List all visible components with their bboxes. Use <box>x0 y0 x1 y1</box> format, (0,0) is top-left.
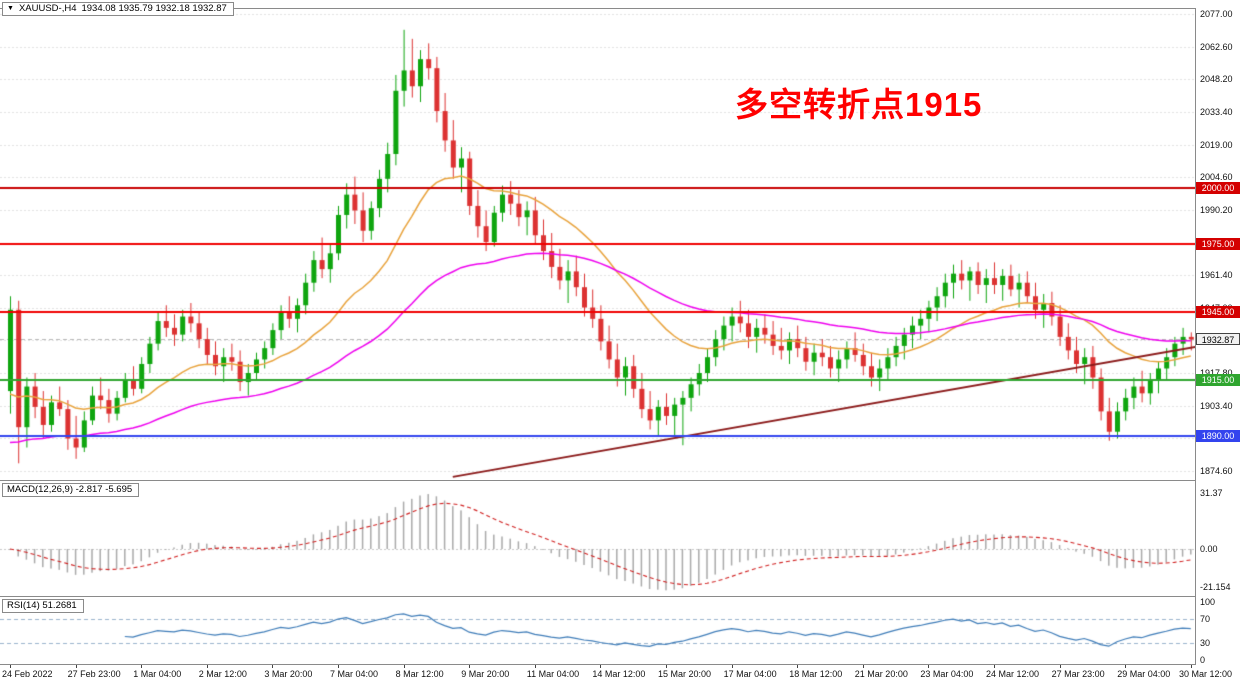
time-tick-label: 8 Mar 12:00 <box>395 669 444 679</box>
time-tick <box>272 665 273 668</box>
panel-separator[interactable] <box>0 596 1241 597</box>
time-tick <box>10 665 11 668</box>
price-tick-label: 2019.00 <box>1200 139 1233 150</box>
ohlc-values-label: 1934.08 1935.79 1932.18 1932.87 <box>81 3 227 14</box>
time-tick <box>666 665 667 668</box>
time-tick-label: 24 Feb 2022 <box>2 669 53 679</box>
chart-title[interactable]: ▼ XAUUSD-,H4 1934.08 1935.79 1932.18 193… <box>2 2 234 16</box>
price-tick-label: 2033.40 <box>1200 107 1233 118</box>
time-tick <box>338 665 339 668</box>
rsi-tick-label: 30 <box>1200 637 1211 648</box>
price-tick-label: 2077.00 <box>1200 9 1233 19</box>
panel-separator[interactable] <box>0 480 1241 481</box>
panel-separator <box>0 664 1241 665</box>
price-level-tag: 1890.00 <box>1196 430 1240 443</box>
time-tick-label: 23 Mar 04:00 <box>920 669 974 679</box>
time-tick-label: 27 Mar 23:00 <box>1051 669 1105 679</box>
price-tick-label: 1917.80 <box>1200 368 1233 378</box>
time-tick <box>1125 665 1126 668</box>
time-tick-label: 14 Mar 12:00 <box>592 669 646 679</box>
time-tick <box>141 665 142 668</box>
price-level-tag: 1915.00 <box>1196 373 1240 386</box>
price-tick-label: 1874.60 <box>1200 466 1233 476</box>
macd-label-box: MACD(12,26,9) -2.817 -5.695 <box>2 483 140 497</box>
axis-separator <box>1195 8 1196 665</box>
symbol-timeframe-label: XAUUSD-,H4 <box>18 3 77 14</box>
time-tick <box>469 665 470 668</box>
time-tick-label: 11 Mar 04:00 <box>526 669 580 679</box>
rsi-label: RSI(14) 51.2681 <box>7 600 77 611</box>
price-tick-label: 1961.40 <box>1200 270 1233 280</box>
time-tick <box>1191 665 1192 668</box>
price-tick-label: 2048.20 <box>1200 74 1233 85</box>
price-axis[interactable]: 2077.00 2062.60 2048.20 2033.40 2019.00 2004.… <box>1196 8 1241 665</box>
time-tick <box>732 665 733 668</box>
time-tick-label: 29 Mar 04:00 <box>1117 669 1171 679</box>
time-tick-label: 17 Mar 04:00 <box>723 669 777 679</box>
time-tick-label: 18 Mar 12:00 <box>789 669 843 679</box>
panel-separator <box>0 8 1241 9</box>
time-tick <box>600 665 601 668</box>
time-tick-label: 21 Mar 20:00 <box>854 669 908 679</box>
time-tick-label: 24 Mar 12:00 <box>986 669 1040 679</box>
macd-label: MACD(12,26,9) -2.817 -5.695 <box>7 484 133 495</box>
price-level-tag: 2000.00 <box>1196 181 1240 194</box>
current-price-tag: 1932.87 <box>1196 333 1240 346</box>
time-tick-label: 2 Mar 12:00 <box>198 669 247 679</box>
time-tick <box>207 665 208 668</box>
time-tick-label: 15 Mar 20:00 <box>658 669 712 679</box>
time-tick <box>404 665 405 668</box>
rsi-tick-label: 70 <box>1200 614 1211 625</box>
macd-tick-label: 31.37 <box>1200 487 1223 498</box>
time-tick-label: 3 Mar 20:00 <box>264 669 313 679</box>
time-tick-label: 7 Mar 04:00 <box>330 669 379 679</box>
price-tick-label: 1903.40 <box>1200 400 1233 411</box>
time-tick-label: 1 Mar 04:00 <box>133 669 182 679</box>
annotation-text: 多空转折点1915 <box>735 86 983 123</box>
time-tick-label: 9 Mar 20:00 <box>461 669 510 679</box>
time-tick <box>797 665 798 668</box>
rsi-tick-label: 0 <box>1200 655 1206 665</box>
price-level-tag: 1975.00 <box>1196 238 1240 251</box>
time-tick <box>863 665 864 668</box>
time-tick <box>76 665 77 668</box>
chevron-down-icon[interactable]: ▼ <box>7 5 14 12</box>
macd-tick-label: 0.00 <box>1200 544 1218 554</box>
time-tick <box>1060 665 1061 668</box>
main-chart-canvas[interactable] <box>0 9 1195 480</box>
macd-tick-label: -21.154 <box>1200 582 1231 593</box>
price-tick-label: 1990.20 <box>1200 204 1233 215</box>
time-tick-label: 27 Feb 23:00 <box>67 669 121 679</box>
rsi-label-box: RSI(14) 51.2681 <box>2 599 84 613</box>
price-tick-label: 2062.60 <box>1200 41 1233 52</box>
rsi-tick-label: 100 <box>1200 597 1216 607</box>
time-axis[interactable]: 24 Feb 2022 27 Feb 23:00 1 Mar 04:00 2 Mar … <box>0 665 1241 694</box>
rsi-indicator-canvas[interactable] <box>0 597 1195 664</box>
price-tick-label: 2004.60 <box>1200 172 1233 183</box>
time-tick-label: 30 Mar 12:00 <box>1179 669 1233 679</box>
time-tick <box>535 665 536 668</box>
time-tick <box>928 665 929 668</box>
price-level-tag: 1945.00 <box>1196 306 1240 319</box>
macd-indicator-canvas[interactable] <box>0 481 1195 595</box>
time-tick <box>994 665 995 668</box>
